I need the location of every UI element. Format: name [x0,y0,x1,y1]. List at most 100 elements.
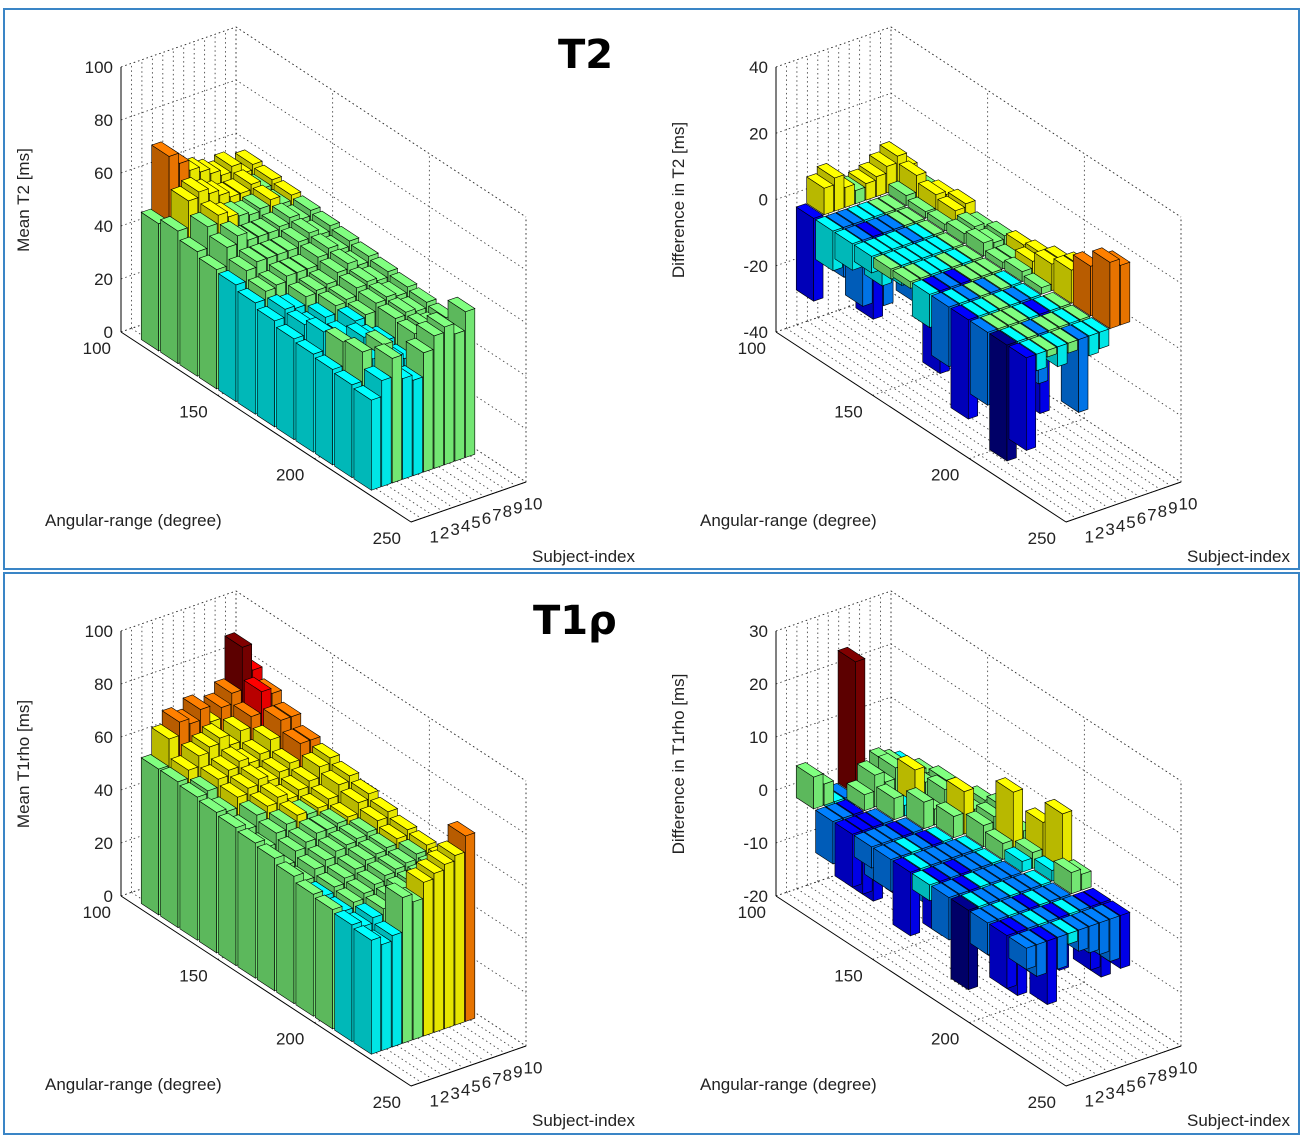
bar-top-face [837,646,866,663]
bar-top-face [962,871,991,887]
bar-top-face [1042,882,1071,898]
bar-top-face [969,317,998,333]
bar-top-face [201,723,230,739]
bar-top-face [337,854,366,870]
bar-side-face [276,326,295,441]
bar-top-face [180,740,209,757]
x-axis-line [1065,481,1182,523]
bar-top-face [307,302,336,318]
bar-top-face [884,230,914,246]
bar-front-face [1026,354,1037,451]
bar-top-face [1051,308,1080,324]
bar-top-face [1002,877,1031,893]
bar-top-face [179,782,208,798]
bar-top-face [902,263,931,279]
bar-top-face [1042,291,1071,308]
x-tick-label: 2 [440,524,449,543]
bar-top-face [946,776,975,793]
bar-top-face [311,210,341,227]
bars [795,646,1131,1006]
bar-side-face [198,257,217,390]
bar-top-face [198,797,227,813]
gridline-x-floor [817,881,1109,1072]
bar-top-face [270,235,299,252]
bar-top-face [319,808,348,824]
bar-top-face [941,288,970,304]
bar-top-face [170,755,199,771]
bar-side-face [969,320,988,406]
z-tick-label: 0 [104,887,113,906]
gridline-x-floor [807,884,1098,1076]
bar-top-face [893,246,922,263]
bar-top-face [1029,335,1058,351]
bar-top-face [983,864,1012,880]
bar-top-face [331,226,360,242]
bar-side-face [1008,345,1027,452]
bar-top-face [864,828,893,844]
bar [1091,247,1121,330]
bar-top-face [344,337,373,353]
bar-top-face [320,769,350,786]
bar-top-face [1070,320,1100,337]
bar-front-face [813,773,824,810]
x-tick-label: 10 [524,495,543,514]
bar-top-face [993,860,1022,877]
bar-top-face [287,827,317,843]
bar-top-face [876,783,905,799]
bar-side-face [314,357,333,466]
bar-top-face [182,694,211,710]
bar-side-face [314,897,333,1030]
y-tick-label: 250 [373,1093,401,1112]
z-tick-label: 0 [759,781,768,800]
bar-top-face [1062,895,1091,911]
bar-top-face [872,254,902,270]
gridline-x-floor [828,877,1119,1069]
bar-front-face [1070,868,1081,895]
bar-top-face [992,880,1021,897]
bar-front-face [412,376,423,477]
x-tick-label: 6 [482,1073,491,1092]
bar-top-face [892,857,921,873]
y-axis-label: Angular-range (degree) [45,511,222,530]
bar-top-face [256,843,285,859]
bar-top-face [357,288,387,304]
bar-top-face [200,764,229,780]
bar-front-face [1088,332,1099,357]
chart-t2-difference: -40 -20 0 20 40 100 150 200 250 1 2 3 4 5 6 7 8 9 10 Differ… [669,26,1290,566]
bar-top-face [159,216,189,232]
z-tick-label: 30 [749,622,768,641]
z-tick-label: -20 [743,887,768,906]
bar-front-face [371,936,382,1055]
z-tick-label: 20 [94,270,113,289]
y-axis-label: Angular-range (degree) [45,1075,222,1094]
bar-top-face [1060,915,1089,931]
bar-top-face [374,343,403,359]
bar-top-face [222,178,251,194]
z-tick-label: 80 [94,111,113,130]
bar [1053,857,1082,895]
bar-top-face [868,151,897,167]
bar-top-face [971,887,1000,904]
bar-front-face [1057,933,1068,970]
x-tick-label: 10 [1179,495,1198,514]
bar-top-face [953,264,982,281]
x-tick-label: 3 [1105,520,1114,539]
bar-top-face [267,294,296,310]
bar-top-face [310,233,339,249]
bar-top-face [1004,846,1033,862]
bar-side-face [276,864,295,1005]
bar-front-face [923,798,934,830]
bar-top-face [241,739,271,755]
bar-top-face [853,831,882,848]
bar-top-face [896,206,926,223]
bar-top-face [298,818,327,834]
bar-top-face [935,801,964,817]
bar-top-face [282,728,311,744]
bar-top-face [329,802,358,818]
bar-top-face [389,814,418,831]
bar-top-face [914,830,943,846]
bar-top-face [198,254,227,270]
bar [795,762,824,810]
bar-top-face [240,221,269,237]
gridline-x-floor [859,866,1150,1058]
